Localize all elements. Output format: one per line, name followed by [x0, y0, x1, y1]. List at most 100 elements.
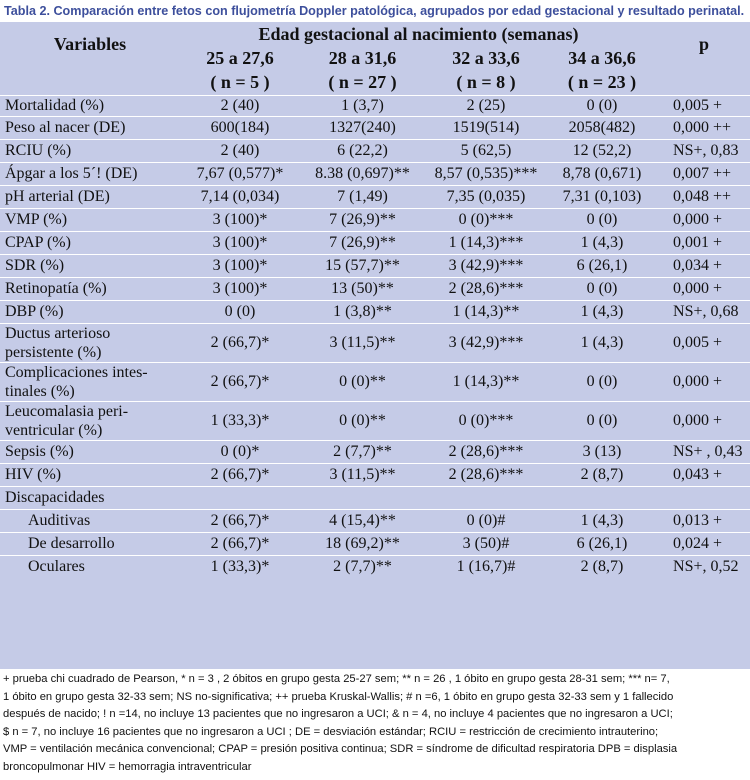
cell-p-value: 0,005 +: [673, 97, 723, 114]
header-group-range: 32 a 33,6: [452, 48, 520, 68]
header-group-n: ( n = 8 ): [456, 71, 516, 92]
row-label-line: SDR (%): [5, 257, 65, 274]
row-label-line: Oculares: [28, 558, 85, 576]
table-row: Ductus arterioso persistente (%) 2 (66,7)*…: [0, 323, 750, 362]
cell-group-4: 0 (0): [586, 373, 618, 390]
cell-group-4: [547, 486, 657, 509]
cell-group-3: 8,57 (0,535)***: [434, 165, 538, 182]
cell-p-value: 0,034 +: [673, 257, 723, 274]
row-label: Peso al nacer (DE): [0, 116, 180, 139]
cell-p-value: 0,007 ++: [673, 165, 732, 182]
cell-group-2: 2 (7,7)**: [333, 558, 392, 576]
row-label-line: Sepsis (%): [5, 443, 74, 460]
header-group-n: ( n = 5 ): [210, 71, 270, 92]
row-label-line: Peso al nacer (DE): [5, 119, 126, 136]
cell-group-2: 4 (15,4)**: [329, 512, 396, 529]
results-table: Variables Edad gestacional al nacimiento…: [0, 22, 750, 578]
cell-group-2: 7 (1,49): [337, 188, 388, 205]
cell-group-3: 2 (28,6)***: [448, 443, 524, 460]
cell-group-1: 0 (0): [224, 303, 256, 320]
row-label: Auditivas: [0, 509, 180, 532]
cell-group-4: 0 (0): [586, 97, 618, 114]
table-row: SDR (%) 3 (100)* 15 (57,7)** 3 (42,9)*** 6 (…: [0, 254, 750, 277]
table-body: Mortalidad (%) 2 (40) 1 (3,7) 2 (25) 0 (0) 0,…: [0, 95, 750, 578]
cell-group-1: 1 (33,3)*: [210, 412, 270, 429]
cell-group-4: 0 (0): [586, 280, 618, 297]
cell-group-1: [180, 486, 300, 509]
row-label-line: Discapacidades: [5, 489, 105, 506]
table-row: RCIU (%) 2 (40) 6 (22,2) 5 (62,5) 12 (52,2) N…: [0, 139, 750, 162]
cell-group-4: 2058(482): [568, 119, 636, 136]
footnote-line: VMP = ventilación mecánica convencional;…: [3, 743, 678, 755]
row-label-line: persistente (%): [5, 343, 102, 361]
row-label: SDR (%): [0, 254, 180, 277]
table-row: Peso al nacer (DE) 600(184) 1327(240) 1519(…: [0, 116, 750, 139]
row-label-line: pH arterial (DE): [5, 188, 110, 205]
table-row: Oculares 1 (33,3)* 2 (7,7)** 1 (16,7)# 2 (8,…: [0, 555, 750, 578]
row-label: Complicaciones intes-tinales (%): [0, 362, 180, 401]
row-label: Ápgar a los 5´! (DE): [0, 162, 180, 185]
cell-group-2: 13 (50)**: [331, 280, 394, 297]
cell-p-value: NS+, 0,52: [673, 558, 739, 576]
cell-group-2: 0 (0)**: [339, 412, 386, 429]
cell-group-1: 2 (66,7)*: [210, 512, 270, 529]
cell-group-1: 2 (66,7)*: [210, 373, 270, 390]
table-caption: Tabla 2. Comparación entre fetos con flu…: [4, 4, 745, 18]
cell-group-4: 6 (26,1): [576, 257, 628, 274]
cell-group-2: [300, 486, 425, 509]
table-header: Variables Edad gestacional al nacimiento…: [0, 22, 750, 95]
table-row: DBP (%) 0 (0) 1 (3,8)** 1 (14,3)** 1 (4,3) NS…: [0, 300, 750, 323]
cell-group-2: 1 (3,8)**: [333, 303, 392, 320]
row-label: CPAP (%): [0, 231, 180, 254]
cell-group-3: 0 (0)***: [458, 211, 514, 228]
footnotes: + prueba chi cuadrado de Pearson, * n = …: [3, 671, 749, 776]
cell-group-1: 7,67 (0,577)*: [196, 165, 284, 182]
cell-group-2: 0 (0)**: [339, 373, 386, 390]
cell-group-2: 15 (57,7)**: [325, 257, 400, 274]
cell-group-2: 7 (26,9)**: [329, 211, 396, 228]
table-row: pH arterial (DE) 7,14 (0,034) 7 (1,49) 7,35…: [0, 185, 750, 208]
row-label-line: DBP (%): [5, 303, 64, 320]
table-row: CPAP (%) 3 (100)* 7 (26,9)** 1 (14,3)*** 1 (…: [0, 231, 750, 254]
row-label-line: Leucomalasia peri-: [5, 402, 129, 420]
row-label: Ductus arterioso persistente (%): [0, 323, 180, 362]
table-row: Discapacidades: [0, 486, 750, 509]
cell-p-value: NS+, 0,83: [673, 142, 739, 159]
row-label: Sepsis (%): [0, 440, 180, 463]
cell-group-3: 1519(514): [452, 119, 520, 136]
cell-group-3: 1 (14,3)**: [452, 373, 520, 390]
cell-group-1: 1 (33,3)*: [210, 558, 270, 576]
cell-group-3: [425, 486, 547, 509]
header-group-range: 34 a 36,6: [568, 48, 636, 68]
table-row: HIV (%) 2 (66,7)* 3 (11,5)** 2 (28,6)*** 2 (…: [0, 463, 750, 486]
cell-p-value: NS+, 0,68: [673, 303, 739, 320]
cell-group-1: 2 (66,7)*: [210, 466, 270, 483]
footnote-line: broncopulmonar HIV = hemorragia intraven…: [3, 760, 252, 773]
row-label-line: Mortalidad (%): [5, 97, 105, 114]
table-row: Ápgar a los 5´! (DE) 7,67 (0,577)* 8.38 (0…: [0, 162, 750, 185]
cell-group-2: 2 (7,7)**: [333, 443, 392, 460]
row-label-line: Ápgar a los 5´! (DE): [5, 165, 138, 182]
cell-p-value: [657, 486, 750, 509]
header-group-n: ( n = 23 ): [567, 71, 637, 92]
cell-group-3: 2 (25): [466, 97, 506, 114]
cell-group-1: 7,14 (0,034): [200, 188, 280, 205]
cell-group-4: 2 (8,7): [580, 466, 624, 483]
row-label-line: Retinopatía (%): [5, 280, 107, 297]
row-label: DBP (%): [0, 300, 180, 323]
cell-group-3: 3 (50)#: [462, 535, 510, 552]
cell-p-value: 0,000 +: [673, 373, 723, 390]
cell-group-3: 2 (28,6)***: [448, 280, 524, 297]
cell-group-3: 7,35 (0,035): [446, 188, 526, 205]
cell-group-1: 2 (66,7)*: [210, 535, 270, 552]
cell-group-4: 1 (4,3): [580, 512, 624, 529]
cell-group-3: 1 (16,7)#: [456, 558, 516, 576]
cell-group-1: 3 (100)*: [212, 257, 268, 274]
cell-group-2: 3 (11,5)**: [329, 466, 396, 483]
row-label-line: Complicaciones intes-: [5, 363, 148, 381]
table-row: Leucomalasia peri-ventricular (%) 1 (33,3…: [0, 401, 750, 440]
cell-group-1: 2 (40): [220, 142, 260, 159]
table-row: Sepsis (%) 0 (0)* 2 (7,7)** 2 (28,6)*** 3 (1…: [0, 440, 750, 463]
row-label: pH arterial (DE): [0, 185, 180, 208]
header-variables: Variables: [53, 34, 127, 54]
